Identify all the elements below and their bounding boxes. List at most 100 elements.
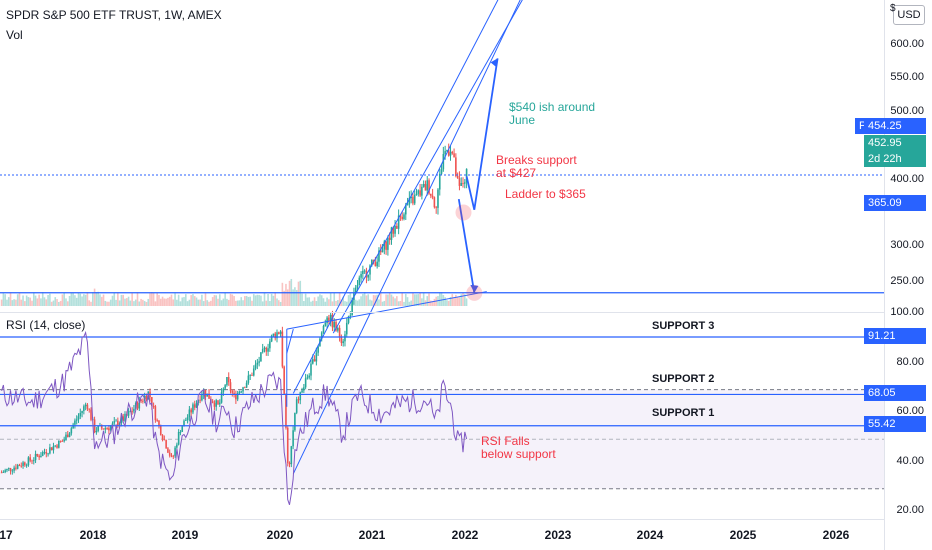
candle-body (406, 204, 409, 206)
pane-separator[interactable] (0, 312, 884, 313)
volume-bar (208, 301, 210, 306)
candle-body (117, 420, 119, 426)
volume-bar (272, 295, 275, 306)
volume-bar (140, 298, 142, 306)
candle-body (108, 428, 110, 431)
candle-body (174, 447, 176, 456)
candle-body (462, 182, 464, 184)
volume-bar (274, 292, 277, 306)
candle-body (215, 400, 218, 407)
volume-bar (387, 294, 389, 306)
candle-body (292, 430, 294, 447)
candle-body (288, 462, 291, 465)
post-price-tag: 454.25 (864, 118, 926, 134)
breaks-annotation[interactable]: Breaks support at $427 (496, 153, 577, 180)
volume-bar (163, 298, 166, 306)
candle-body (453, 153, 455, 158)
volume-bar (118, 300, 121, 306)
volume-bar (147, 298, 150, 306)
candle-body (358, 277, 361, 286)
volume-bar (326, 297, 328, 306)
volume-bar (399, 300, 402, 306)
rsi-label[interactable]: RSI (14, close) (6, 318, 86, 332)
candle-body (417, 190, 420, 194)
candle-body (90, 409, 92, 420)
volume-bar (52, 300, 55, 306)
candle-body (281, 331, 284, 367)
candle-body (371, 259, 373, 266)
volume-bar (18, 292, 21, 306)
candle-body (206, 393, 209, 397)
candle-body (415, 193, 418, 195)
volume-bar (124, 298, 126, 306)
target-annotation[interactable]: $540 ish around June (509, 100, 596, 127)
candle-body (428, 180, 430, 194)
candle-body (58, 440, 60, 448)
volume-bar (227, 299, 230, 306)
rsi-annotation[interactable]: RSI Falls below support (481, 434, 556, 461)
candle-body (7, 468, 10, 469)
volume-bar (430, 300, 432, 306)
candle-body (75, 419, 78, 421)
volume-bar (192, 294, 194, 306)
candle-body (13, 467, 15, 471)
currency-button[interactable]: USD (893, 5, 925, 25)
candle-body (86, 404, 89, 409)
candle-body (236, 393, 239, 400)
candle-body (447, 150, 450, 156)
volume-bar (256, 294, 259, 306)
volume-bar (93, 288, 96, 306)
candle-body (329, 314, 332, 321)
volume-bar (13, 299, 15, 306)
last-price-tag: 452.95 2d 22h (864, 135, 926, 167)
candle-body (18, 465, 21, 466)
candle-body (354, 287, 357, 293)
ladder-annotation[interactable]: Ladder to $365 (505, 187, 586, 201)
volume-bar (31, 300, 33, 306)
volume-bar (319, 294, 321, 306)
candle-body (2, 472, 5, 473)
drawings[interactable] (0, 0, 884, 475)
candle-body (152, 405, 155, 407)
candle-body (387, 237, 389, 250)
projection-up (465, 58, 499, 211)
volume-bar (279, 301, 282, 306)
volume-bar (301, 293, 303, 306)
volume-bar (354, 299, 357, 306)
rsi-tick: 60.00 (896, 405, 924, 417)
candle-body (422, 183, 425, 187)
volume-bar (34, 295, 37, 306)
volume-bar (161, 296, 164, 306)
candle-body (367, 274, 370, 278)
candle-body (360, 274, 362, 278)
volume-bar (29, 297, 32, 306)
time-axis-separator (0, 519, 884, 520)
volume-bar (120, 294, 123, 306)
volume-bar (385, 294, 387, 306)
candle-body (84, 404, 87, 407)
candle-body (378, 250, 380, 262)
volume-bar (127, 296, 130, 306)
candle-body (272, 333, 275, 336)
volume-bar (25, 295, 28, 306)
volume-bar (362, 293, 364, 306)
support1-label: SUPPORT 1 (652, 407, 715, 419)
volume-bar (462, 293, 464, 306)
volume-bar (174, 293, 176, 306)
candle-body (34, 453, 37, 461)
volume-bar (145, 301, 148, 306)
volume-label[interactable]: Vol (6, 28, 23, 42)
candle-body (333, 321, 336, 328)
chart-title[interactable]: SPDR S&P 500 ETF TRUST, 1W, AMEX (6, 8, 222, 22)
candle-body (252, 368, 255, 376)
candle-body (349, 315, 352, 317)
candle-body (260, 352, 262, 362)
price-tick: 600.00 (890, 38, 924, 50)
volume-bar (50, 301, 53, 306)
volume-bar (365, 295, 368, 306)
volume-bar (202, 301, 205, 306)
volume-bar (431, 300, 434, 306)
candle-body (306, 377, 309, 379)
volume-bar (392, 296, 395, 306)
